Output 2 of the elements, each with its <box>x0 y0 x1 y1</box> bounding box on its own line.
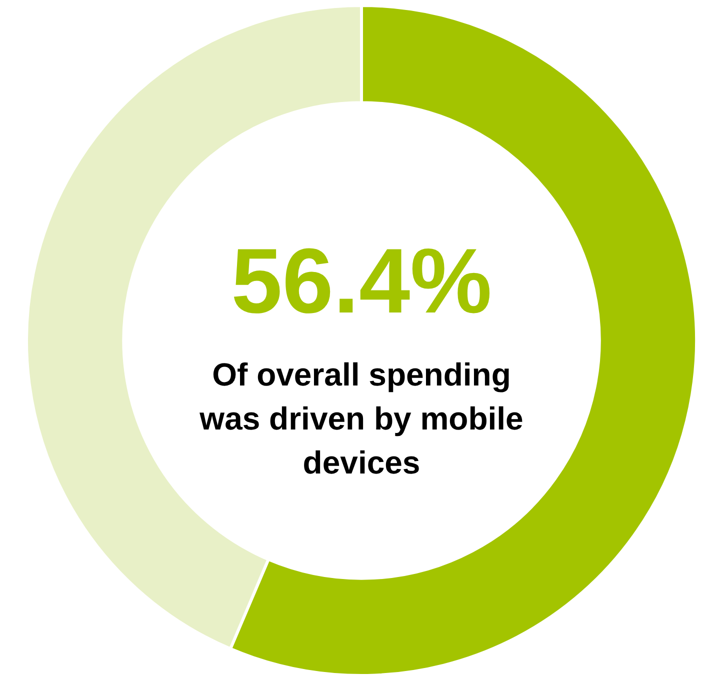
text: Of overall spending was driven by mobile devices <box>198 356 524 480</box>
data-label: 56.4% <box>231 230 492 332</box>
